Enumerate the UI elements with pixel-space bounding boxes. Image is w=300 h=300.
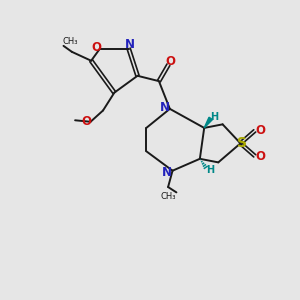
Text: O: O bbox=[255, 124, 265, 137]
Text: N: N bbox=[162, 166, 172, 179]
Text: O: O bbox=[166, 55, 176, 68]
Text: O: O bbox=[91, 40, 101, 54]
Text: N: N bbox=[125, 38, 135, 51]
Text: O: O bbox=[255, 150, 265, 163]
Text: CH₃: CH₃ bbox=[160, 192, 176, 201]
Text: CH₃: CH₃ bbox=[63, 38, 78, 46]
Polygon shape bbox=[204, 117, 212, 128]
Text: H: H bbox=[211, 112, 219, 122]
Text: O: O bbox=[81, 115, 91, 128]
Text: N: N bbox=[160, 101, 170, 114]
Text: S: S bbox=[237, 136, 247, 150]
Text: H: H bbox=[206, 164, 214, 175]
